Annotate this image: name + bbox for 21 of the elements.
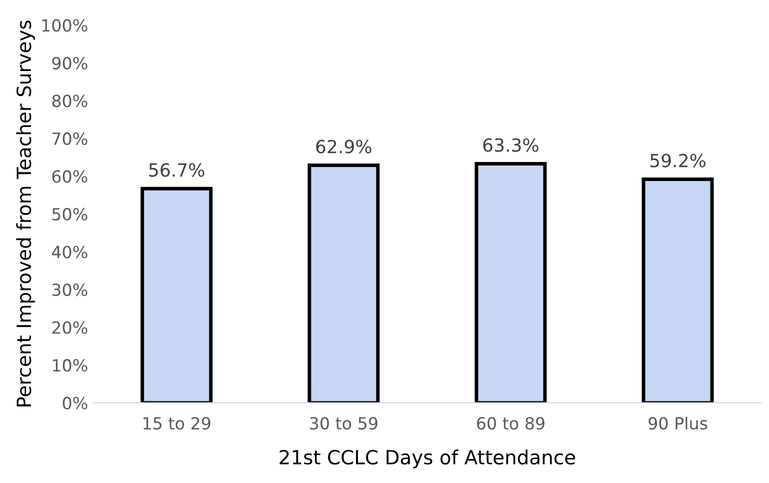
y-tick-label: 0% [62, 396, 88, 410]
x-axis-title: 21st CCLC Days of Attendance [280, 450, 576, 468]
y-tick-label: 90% [52, 56, 88, 70]
x-tick-label: 15 to 29 [144, 417, 210, 430]
y-tick-label: 30% [52, 283, 88, 296]
y-tick-label: 80% [52, 94, 88, 108]
y-tick-label: 10% [52, 359, 88, 372]
y-tick-label: 20% [52, 321, 88, 334]
x-tick-label: 90 Plus [648, 416, 708, 430]
y-axis-title: Percent Improved from Teacher Surveys [16, 20, 35, 406]
y-tick-label: 70% [52, 132, 88, 145]
y-tick-label: 50% [52, 208, 88, 221]
y-tick-label: 100% [42, 19, 88, 32]
data-label: 56.7% [149, 163, 204, 177]
data-label: 63.3% [483, 138, 538, 152]
y-tick-label: 40% [52, 246, 88, 258]
x-tick-label: 60 to 89 [477, 417, 544, 430]
x-tick-label: 30 to 59 [310, 417, 378, 430]
y-tick-label: 60% [52, 170, 88, 183]
data-label: 62.9% [316, 140, 372, 154]
data-label: 59.2% [650, 154, 706, 168]
